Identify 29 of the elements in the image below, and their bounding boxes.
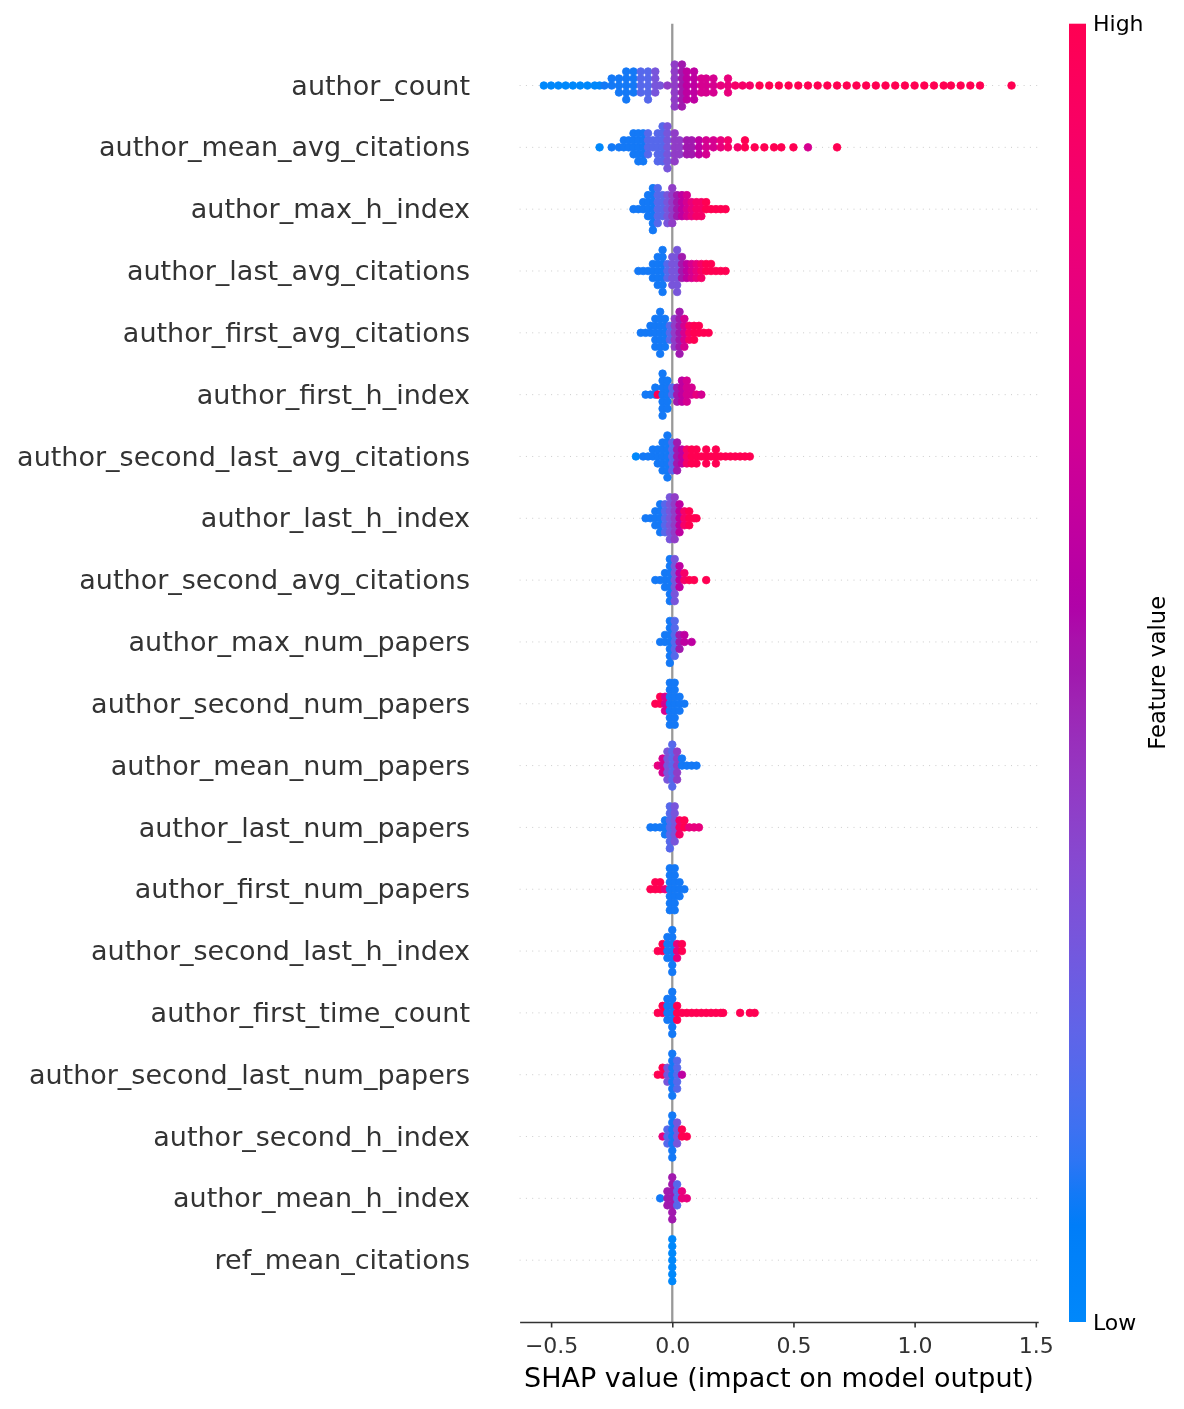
x-axis-title: SHAP value (impact on model output) <box>524 1362 1034 1393</box>
y-tick-label: author_mean_num_papers <box>110 749 470 781</box>
y-tick-label: author_second_h_index <box>153 1120 471 1152</box>
y-tick-label: author_mean_h_index <box>172 1182 471 1214</box>
color-bar-title: Feature value <box>1144 596 1170 750</box>
x-tick-label: 1.5 <box>1018 1333 1054 1359</box>
y-tick-label: author_second_last_num_papers <box>28 1058 470 1090</box>
x-tick-label: 1.0 <box>897 1333 933 1359</box>
y-tick-label: author_first_avg_citations <box>122 316 470 348</box>
color-bar-label: High <box>1093 11 1144 37</box>
x-tick-label: 0.0 <box>655 1333 691 1359</box>
y-tick-label: author_second_last_h_index <box>91 935 471 967</box>
y-tick-label: author_second_num_papers <box>91 687 470 719</box>
y-tick-label: author_first_time_count <box>150 997 470 1029</box>
y-tick-label: author_first_h_index <box>196 378 471 410</box>
x-tick-label: −0.5 <box>524 1333 579 1359</box>
x-tick-label: 0.5 <box>776 1333 812 1359</box>
y-tick-label: author_last_h_index <box>200 502 471 534</box>
y-tick-label: author_first_num_papers <box>134 873 470 905</box>
y-tick-label: author_mean_avg_citations <box>99 131 470 163</box>
y-tick-label: ref_mean_citations <box>214 1244 470 1276</box>
y-tick-label: author_count <box>291 69 470 101</box>
y-tick-label: author_last_num_papers <box>138 811 470 843</box>
y-tick-label: author_max_h_index <box>190 193 471 225</box>
y-tick-label: author_second_last_avg_citations <box>17 440 470 472</box>
color-bar-label: Low <box>1093 1309 1137 1335</box>
y-tick-label: author_second_avg_citations <box>79 564 470 596</box>
y-tick-label: author_last_avg_citations <box>126 255 470 287</box>
y-tick-label: author_max_num_papers <box>128 626 470 658</box>
